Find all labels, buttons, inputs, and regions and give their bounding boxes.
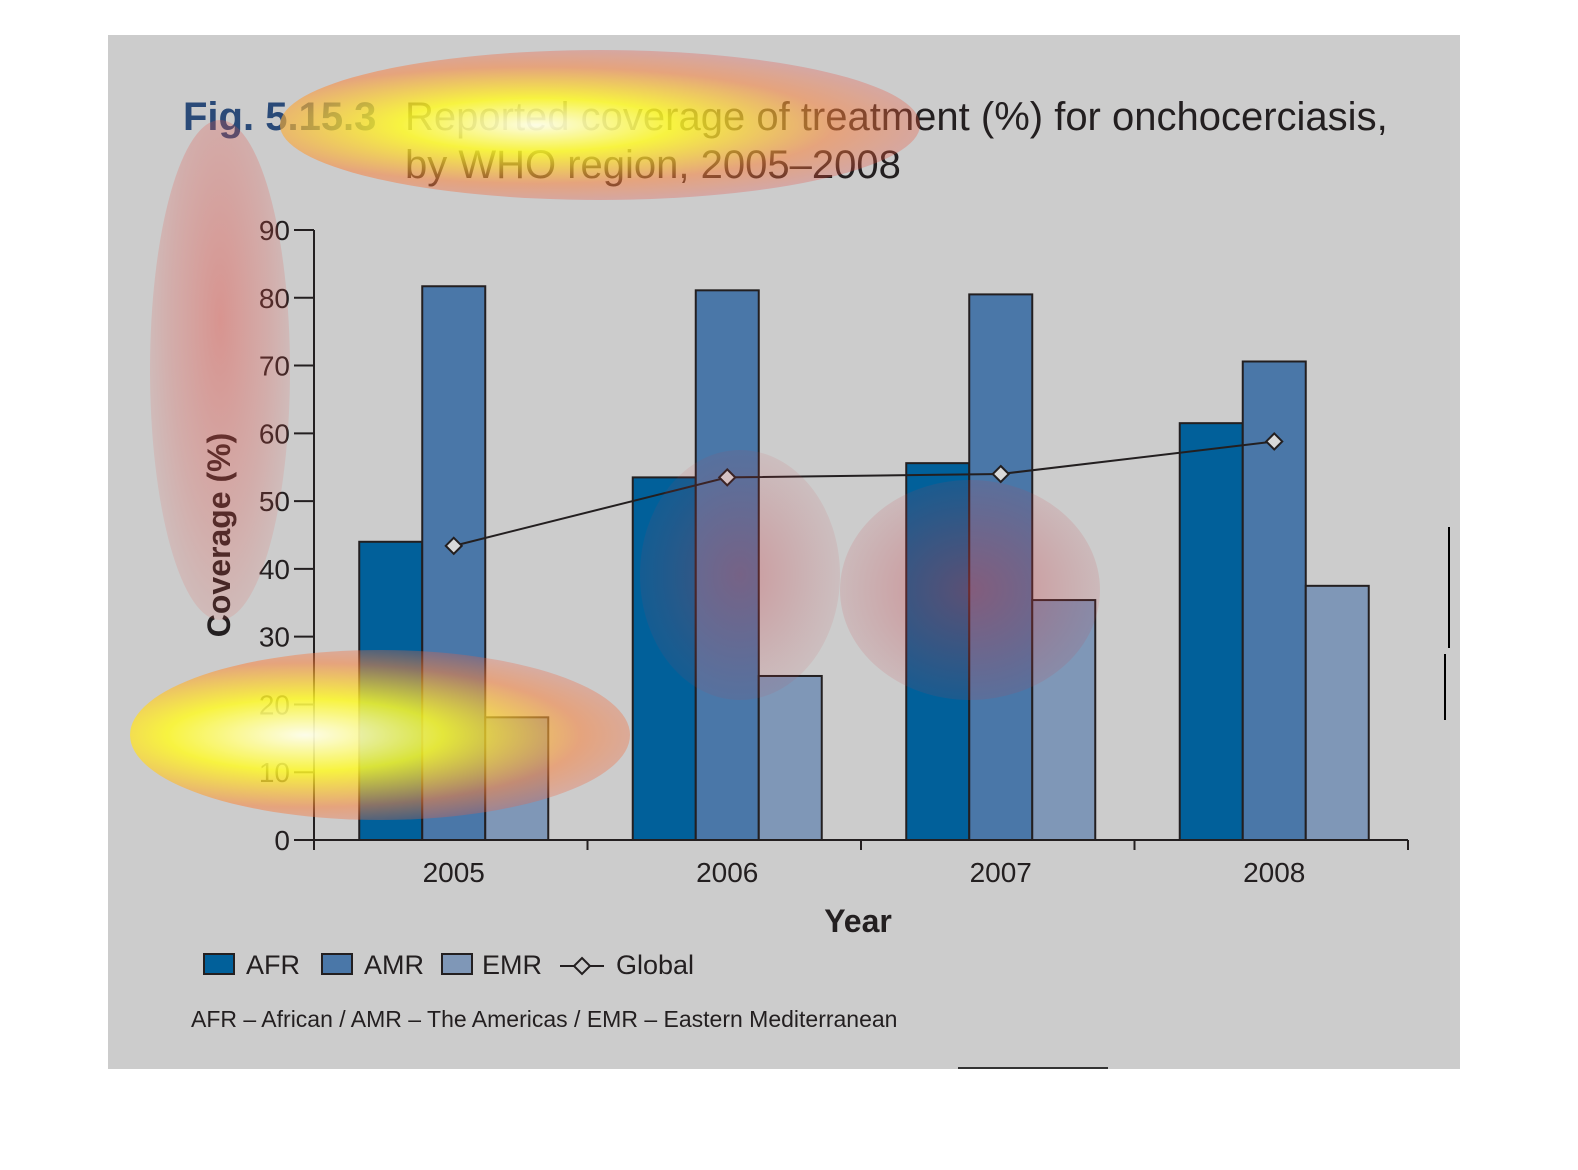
y-tick-label: 30	[259, 622, 290, 653]
global-point-2008	[1264, 432, 1284, 451]
bars	[358, 285, 1370, 842]
x-tick-label: 2005	[423, 857, 485, 888]
bar-emr-2005	[484, 716, 550, 841]
bar-emr-2006	[757, 674, 823, 841]
global-point-2006	[717, 467, 737, 487]
legend-label-afr: AFR	[246, 950, 300, 980]
y-tick-label: 20	[259, 689, 290, 720]
global-line-series	[444, 432, 1284, 556]
legend-swatch-emr	[441, 953, 473, 975]
chart-title-line1: Reported coverage of treatment (%) for o…	[405, 95, 1388, 139]
x-tick-label: 2008	[1243, 857, 1305, 888]
bar-afr-2005	[358, 540, 424, 841]
footnote: AFR – African / AMR – The Americas / EMR…	[191, 1006, 897, 1032]
y-tick-label: 70	[259, 351, 290, 382]
legend: AFR AMR EMR Global	[203, 950, 694, 980]
x-tick-label: 2006	[696, 857, 758, 888]
bar-amr-2005	[421, 285, 487, 841]
global-point-2007	[991, 464, 1011, 484]
x-tick-label: 2007	[970, 857, 1032, 888]
y-axis: 0 10 20 30 40 50 60 70 80 90	[259, 215, 315, 856]
bar-emr-2008	[1304, 584, 1370, 841]
x-axis-label: Year	[824, 903, 892, 939]
bar-afr-2008	[1178, 422, 1244, 841]
y-tick-label: 50	[259, 486, 290, 517]
y-tick-label: 0	[274, 825, 290, 856]
figure-number: Fig. 5.15.3	[183, 95, 376, 139]
global-line	[453, 440, 1275, 547]
legend-label-global: Global	[616, 950, 694, 980]
bar-amr-2006	[694, 289, 760, 842]
bar-amr-2007	[968, 293, 1034, 841]
chart-title-line2: by WHO region, 2005–2008	[405, 143, 901, 187]
y-axis-label: Coverage (%)	[201, 433, 237, 638]
bar-afr-2006	[631, 476, 697, 841]
y-tick-label: 80	[259, 283, 290, 314]
y-tick-label: 10	[259, 757, 290, 788]
legend-marker-global	[572, 956, 592, 976]
legend-swatch-amr	[321, 953, 353, 975]
legend-swatch-afr	[203, 953, 235, 975]
global-point-2005	[444, 536, 464, 556]
legend-label-amr: AMR	[364, 950, 424, 980]
bar-emr-2007	[1031, 599, 1097, 841]
y-tick-label: 40	[259, 554, 290, 585]
bar-afr-2007	[905, 462, 971, 841]
legend-label-emr: EMR	[482, 950, 542, 980]
y-tick-label: 90	[259, 215, 290, 246]
y-tick-label: 60	[259, 418, 290, 449]
x-axis: 2005 2006 2007 2008	[313, 839, 1409, 888]
